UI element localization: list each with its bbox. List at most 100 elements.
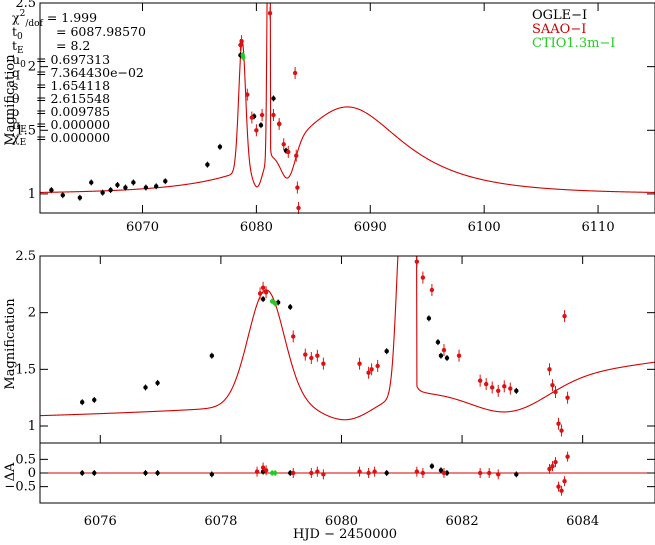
data-point-saao [271,112,276,118]
x-axis-label: HJD − 2450000 [293,527,397,542]
y-tick-label: 2 [28,306,36,321]
data-point-saao [502,384,507,389]
data-point-saao [249,115,255,120]
data-point-saao [315,469,320,474]
data-point-ogle [384,470,389,476]
data-point-saao [547,466,552,472]
data-point-ogle [288,304,293,310]
y-axis-label-top: Magnification [3,54,18,146]
data-point-ogle [435,339,441,345]
data-point-ctio [272,301,278,306]
data-point-saao [321,361,326,366]
data-point-saao [441,347,447,353]
param-t0: t0 = 6087.98570 [12,24,146,42]
data-point-saao [257,291,263,296]
data-point-saao [550,383,555,388]
x-tick-label: 6076 [84,514,117,529]
data-point-ogle [444,355,450,361]
y-tick-label: 2.5 [15,249,36,264]
data-point-saao [260,285,266,290]
data-point-saao [496,388,501,394]
param-q: q = 7.364430e−02 [12,65,144,80]
data-point-saao [309,355,314,361]
x-tick-label: 6100 [468,220,501,235]
y-tick-label: 1.5 [15,123,36,138]
data-point-saao [281,142,286,147]
data-point-ogle [77,195,83,200]
parameter-block: χ2/dof = 1.999 t0 = 6087.98570 tE = 8.2 u0… [12,9,146,148]
data-point-ogle [108,187,113,193]
param-s: s = 1.654118 [12,78,110,93]
y-tick-label: 1.5 [15,362,36,377]
model-curve-middle [40,256,655,421]
data-point-ogle [514,472,519,477]
data-point-saao [309,470,314,476]
data-point-ogle [384,349,389,354]
x-tick-label: 6070 [126,220,159,235]
data-point-ctio [269,470,275,476]
data-point-ogle [143,470,148,476]
data-point-saao [490,385,495,390]
x-tick-label: 6090 [354,220,387,235]
data-point-saao [303,352,308,357]
y-tick-label: 1 [28,187,36,202]
x-tick-label: 6080 [240,220,273,235]
data-point-saao [496,472,501,477]
x-tick-label: 6082 [446,514,479,529]
axis-ticks: 6070 6080 6090 6100 6110 1 1.5 2 2.5 6076 6078 6080… [4,0,655,529]
data-point-saao [315,353,320,358]
data-point-ogle [163,178,168,184]
data-point-saao [357,469,362,474]
data-point-ogle [80,470,85,476]
model-curve-top [40,3,655,193]
data-point-saao [259,112,265,118]
data-point-ogle [92,470,97,476]
data-point-ogle [429,463,435,469]
data-point-saao [291,334,296,339]
data-point-saao [254,469,260,474]
y-axis-label-middle: Magnification [3,298,18,390]
data-point-ogle [426,316,432,321]
data-point-ogle [444,470,450,476]
data-point-saao [357,361,362,366]
data-point-saao [559,488,564,493]
param-u0: u0 = 0.697313 [12,52,110,70]
data-point-saao [508,386,513,391]
legend-ogle: OGLE−I [532,8,587,23]
param-piE: πE = 0.000000 [12,117,110,135]
data-point-saao [556,421,561,426]
data-point-saao [547,367,552,372]
data-point-ctio [269,299,275,304]
data-point-saao [441,470,447,476]
data-point-saao [286,149,291,155]
data-point-saao [321,472,326,477]
data-point-ogle [115,182,120,188]
data-point-ogle [49,187,54,193]
data-point-saao [550,463,555,469]
data-point-ctio [272,470,278,476]
data-point-saao [295,185,300,190]
x-tick-label: 6110 [582,220,615,235]
data-point-saao [553,459,558,465]
data-point-saao [291,470,296,476]
data-point-ogle [143,185,149,190]
param-theta: θ = 2.615548 [12,91,110,106]
data-point-saao [267,10,273,16]
data-point-ogle [258,122,264,128]
data-point-ogle [271,96,276,101]
data-point-saao [254,128,259,133]
data-point-ogle [89,180,94,185]
data-point-saao [366,370,371,375]
data-point-ogle [155,380,160,386]
panel-frame-top [39,2,655,214]
data-point-saao [375,363,380,369]
data-point-saao [372,469,377,474]
data-point-ogle [209,472,215,477]
data-point-saao [456,353,462,358]
data-point-saao [263,290,269,295]
y-tick-label: 0.5 [15,452,36,467]
data-point-saao [414,259,420,264]
data-point-saao [556,484,561,489]
data-point-ogle [92,397,97,403]
